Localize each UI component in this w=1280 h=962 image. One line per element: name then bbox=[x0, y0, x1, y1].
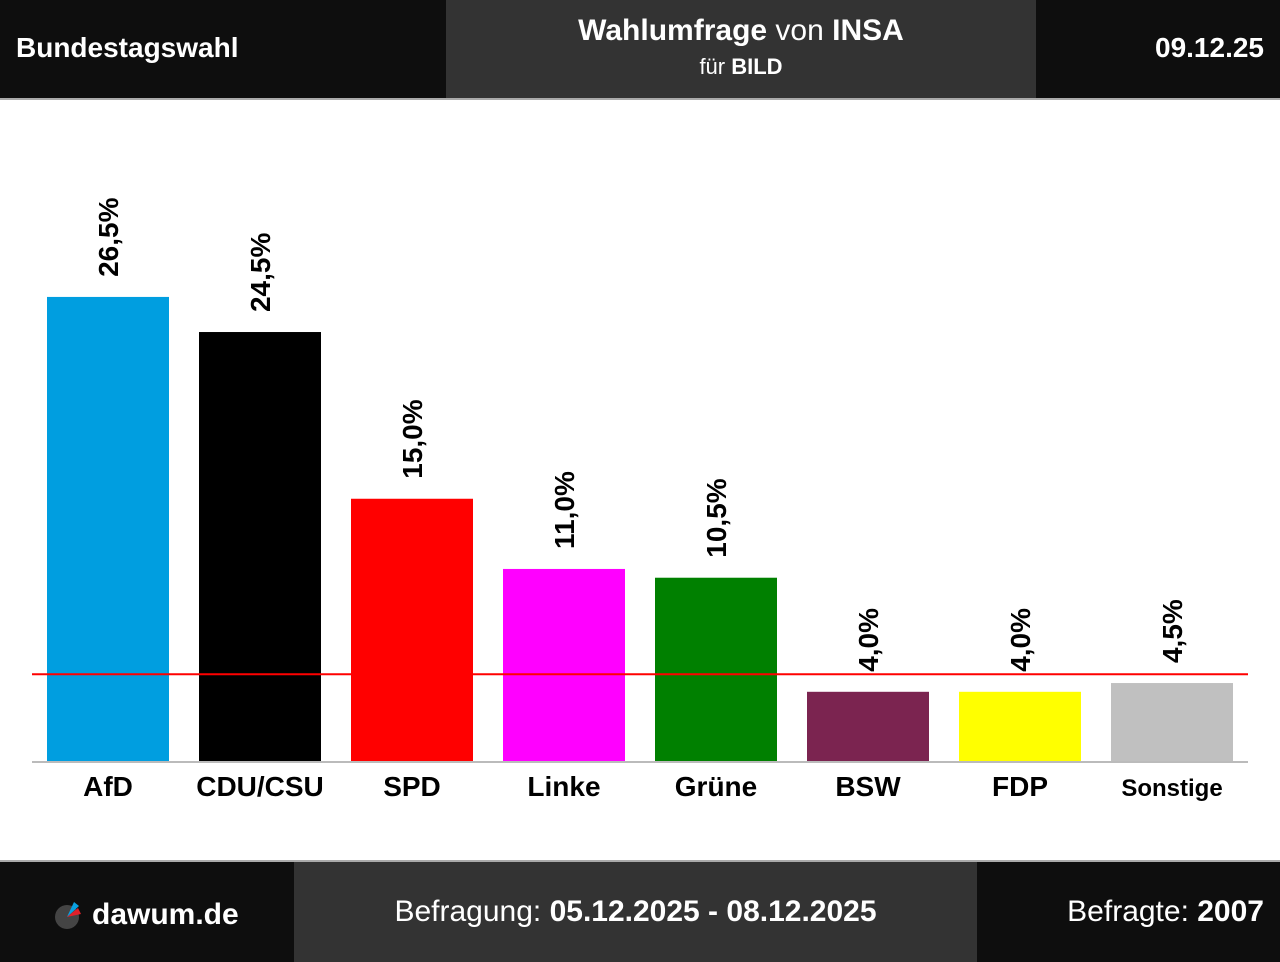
bar-0 bbox=[47, 296, 169, 762]
client-prefix: für bbox=[699, 54, 732, 79]
publish-date: 09.12.25 bbox=[1155, 32, 1264, 63]
logo-text: dawum.de bbox=[92, 898, 239, 931]
bar-4 bbox=[655, 577, 777, 762]
period-value: 05.12.2025 - 08.12.2025 bbox=[549, 895, 877, 928]
category-label: CDU/CSU bbox=[196, 771, 324, 802]
respondents-value: 2007 bbox=[1197, 895, 1264, 928]
respondents: Befragte: 2007 bbox=[1067, 862, 1264, 962]
poll-title-box: Wahlumfrage von INSA für BILD bbox=[446, 0, 1036, 98]
value-label: 15,0% bbox=[397, 399, 428, 478]
bar-2 bbox=[351, 498, 473, 762]
bar-5 bbox=[807, 691, 929, 762]
institute: INSA bbox=[832, 14, 904, 47]
header: Bundestagswahl Wahlumfrage von INSA für … bbox=[0, 0, 1280, 100]
election-name: Bundestagswahl bbox=[16, 32, 239, 63]
dawum-link[interactable]: dawum.de bbox=[54, 898, 239, 932]
period-label: Befragung: bbox=[394, 895, 550, 928]
value-label: 4,5% bbox=[1157, 599, 1188, 663]
bar-7 bbox=[1111, 683, 1233, 762]
category-label: Grüne bbox=[675, 771, 757, 802]
bar-6 bbox=[959, 691, 1081, 762]
dawum-logo-icon bbox=[55, 902, 81, 929]
category-label: FDP bbox=[992, 771, 1048, 802]
value-label: 24,5% bbox=[245, 233, 276, 312]
value-label: 10,5% bbox=[701, 478, 732, 557]
survey-period: Befragung: 05.12.2025 - 08.12.2025 bbox=[294, 862, 977, 962]
value-label: 4,0% bbox=[853, 608, 884, 672]
poll-title-von: von bbox=[767, 14, 833, 47]
footer: dawum.de Befragung: 05.12.2025 - 08.12.2… bbox=[0, 860, 1280, 962]
category-label: SPD bbox=[383, 771, 441, 802]
poll-title: Wahlumfrage bbox=[578, 14, 768, 47]
category-label: Linke bbox=[527, 771, 600, 802]
value-label: 11,0% bbox=[549, 471, 580, 549]
bar-chart: 26,5% AfD 24,5% CDU/CSU 15,0% SPD 11,0% Linke 10… bbox=[32, 197, 1248, 802]
bar-3 bbox=[503, 568, 625, 762]
client: BILD bbox=[731, 54, 783, 79]
category-label: AfD bbox=[83, 771, 133, 802]
value-label: 4,0% bbox=[1005, 608, 1036, 672]
value-label: 26,5% bbox=[93, 197, 124, 276]
category-label: BSW bbox=[835, 771, 901, 802]
bar-1 bbox=[199, 332, 321, 762]
respondents-label: Befragte: bbox=[1067, 895, 1198, 928]
category-label: Sonstige bbox=[1121, 775, 1222, 802]
